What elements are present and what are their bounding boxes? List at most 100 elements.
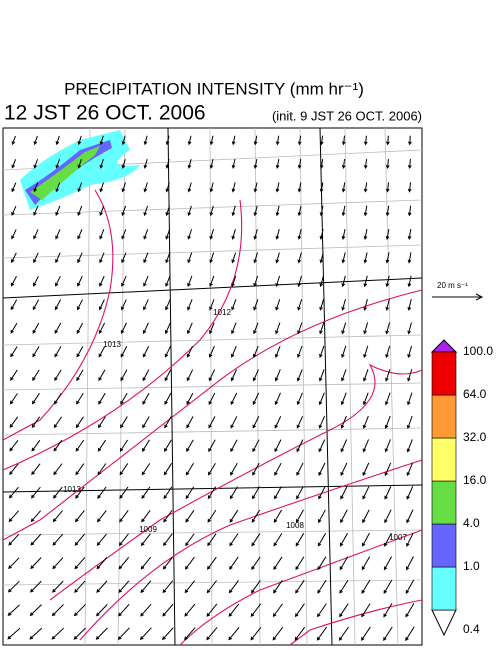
wind-vector bbox=[187, 135, 192, 146]
wind-vector bbox=[187, 299, 193, 311]
wind-vector bbox=[164, 416, 172, 429]
wind-vector bbox=[385, 322, 390, 335]
wind-vector bbox=[297, 345, 303, 358]
map: 1013 1012 1013 1009 1008 1007 bbox=[2, 127, 423, 646]
wind-vector bbox=[341, 275, 346, 288]
wind-vector bbox=[98, 322, 106, 335]
wind-vector bbox=[52, 510, 63, 523]
wind-vector bbox=[121, 135, 126, 146]
wind-vector bbox=[230, 392, 238, 406]
wind-vector bbox=[8, 557, 20, 570]
wind-vector bbox=[229, 509, 239, 523]
wind-vector bbox=[362, 462, 370, 477]
wind-vector bbox=[253, 158, 258, 169]
wind-vector bbox=[275, 275, 281, 288]
wind-vector bbox=[272, 603, 283, 618]
wind-vector bbox=[53, 463, 63, 476]
wind-vector bbox=[118, 533, 129, 546]
wind-vector bbox=[208, 392, 216, 405]
wind-vectors bbox=[7, 135, 415, 642]
wind-vector bbox=[406, 532, 414, 547]
wind-vector bbox=[275, 229, 280, 240]
wind-vector bbox=[362, 486, 370, 500]
wind-vector bbox=[29, 580, 42, 593]
valid-time: 12 JST 26 OCT. 2006 bbox=[4, 102, 206, 125]
wind-vector bbox=[231, 322, 237, 335]
wind-vector bbox=[53, 486, 63, 499]
wind-vector bbox=[77, 182, 83, 193]
wind-vector bbox=[164, 345, 171, 358]
wind-vector bbox=[407, 252, 412, 264]
wind-vector bbox=[318, 369, 325, 382]
wind-vector bbox=[384, 415, 391, 429]
wind-vector bbox=[406, 439, 413, 453]
wind-vector bbox=[7, 604, 20, 616]
wind-vector bbox=[275, 135, 280, 146]
wind-vector bbox=[165, 205, 170, 217]
wind-vector bbox=[340, 439, 348, 453]
wind-vector bbox=[77, 205, 83, 217]
wind-vector bbox=[252, 392, 260, 406]
wind-vector bbox=[230, 369, 237, 382]
wind-vector bbox=[10, 322, 18, 334]
wind-vector bbox=[99, 252, 105, 264]
wind-vector bbox=[407, 392, 413, 406]
wind-vector bbox=[318, 486, 326, 500]
wind-vector bbox=[77, 159, 82, 169]
wind-vector bbox=[143, 135, 148, 146]
wind-vector bbox=[339, 556, 349, 571]
wind-vector bbox=[142, 416, 150, 429]
wind-vector bbox=[294, 603, 305, 618]
isobar-labels: 1013 1012 1013 1009 1008 1007 bbox=[63, 308, 407, 542]
wind-vector bbox=[121, 229, 127, 240]
wind-vector bbox=[253, 275, 259, 288]
wind-vector bbox=[142, 392, 150, 405]
wind-vector bbox=[274, 439, 282, 453]
wind-vector bbox=[252, 345, 259, 358]
wind-vector bbox=[385, 299, 390, 311]
wind-vector bbox=[407, 298, 412, 311]
wind-vector bbox=[407, 322, 412, 335]
wind-vector bbox=[32, 322, 40, 334]
wind-vector bbox=[363, 275, 368, 288]
isobar bbox=[2, 199, 243, 471]
wind-vector bbox=[385, 228, 390, 240]
wind-vector bbox=[253, 135, 258, 146]
wind-vector bbox=[164, 392, 172, 405]
wind-vector bbox=[318, 462, 326, 476]
wind-vector bbox=[32, 299, 40, 311]
wind-vector bbox=[385, 275, 390, 288]
wind-vector bbox=[384, 486, 392, 500]
wind-vector bbox=[363, 369, 369, 382]
colorbar-under bbox=[431, 609, 457, 637]
wind-vector bbox=[231, 275, 237, 288]
wind-vector bbox=[118, 603, 130, 617]
colorbar-over bbox=[430, 339, 458, 353]
wind-vector bbox=[51, 604, 64, 617]
wind-vector bbox=[231, 158, 236, 169]
wind-vector bbox=[143, 252, 149, 264]
wind-vector bbox=[385, 135, 390, 146]
wind-vector bbox=[99, 159, 104, 169]
wind-vector bbox=[163, 509, 173, 523]
wind-vector bbox=[275, 205, 280, 217]
wind-vector bbox=[184, 556, 195, 570]
wind-vector bbox=[230, 462, 238, 476]
wind-vector bbox=[7, 627, 21, 640]
wind-vector bbox=[32, 275, 39, 287]
wind-vector bbox=[142, 369, 150, 382]
wind-vector bbox=[209, 252, 215, 264]
wind-vector bbox=[317, 556, 327, 571]
wind-vector bbox=[99, 205, 105, 217]
wind-vector bbox=[340, 462, 348, 477]
wind-vector bbox=[253, 299, 259, 311]
wind-vector bbox=[209, 182, 214, 193]
wind-vector bbox=[340, 415, 347, 429]
wind-vector bbox=[185, 509, 195, 523]
wind-vector bbox=[143, 159, 148, 169]
wind-vector bbox=[162, 603, 174, 617]
isobar bbox=[289, 599, 423, 646]
wind-vector bbox=[99, 135, 104, 146]
wind-vector bbox=[231, 182, 236, 193]
wind-vector bbox=[11, 159, 17, 169]
